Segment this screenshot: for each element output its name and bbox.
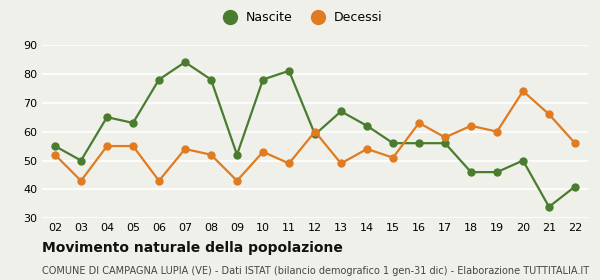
Decessi <box>77 179 85 183</box>
Nascite <box>181 60 188 64</box>
Nascite <box>364 124 371 127</box>
Nascite <box>389 141 397 145</box>
Nascite <box>208 78 215 81</box>
Nascite <box>259 78 266 81</box>
Nascite <box>493 171 500 174</box>
Nascite <box>130 121 137 125</box>
Nascite <box>155 78 163 81</box>
Decessi <box>442 136 449 139</box>
Decessi <box>103 144 110 148</box>
Decessi <box>286 162 293 165</box>
Decessi <box>52 153 59 157</box>
Nascite <box>311 133 319 136</box>
Nascite <box>286 69 293 73</box>
Nascite <box>337 110 344 113</box>
Nascite <box>103 115 110 119</box>
Decessi <box>415 121 422 125</box>
Decessi <box>389 156 397 159</box>
Decessi <box>520 89 527 93</box>
Legend: Nascite, Decessi: Nascite, Decessi <box>212 6 388 29</box>
Decessi <box>467 124 475 127</box>
Decessi <box>493 130 500 133</box>
Decessi <box>208 153 215 157</box>
Nascite <box>233 153 241 157</box>
Nascite <box>520 159 527 162</box>
Decessi <box>364 147 371 151</box>
Decessi <box>311 130 319 133</box>
Line: Nascite: Nascite <box>52 59 578 210</box>
Decessi <box>181 147 188 151</box>
Decessi <box>233 179 241 183</box>
Line: Decessi: Decessi <box>52 88 578 184</box>
Nascite <box>77 159 85 162</box>
Decessi <box>259 150 266 153</box>
Nascite <box>442 141 449 145</box>
Decessi <box>155 179 163 183</box>
Decessi <box>571 141 578 145</box>
Nascite <box>415 141 422 145</box>
Nascite <box>467 171 475 174</box>
Text: Movimento naturale della popolazione: Movimento naturale della popolazione <box>42 241 343 255</box>
Decessi <box>130 144 137 148</box>
Nascite <box>52 144 59 148</box>
Text: COMUNE DI CAMPAGNA LUPIA (VE) - Dati ISTAT (bilancio demografico 1 gen-31 dic) -: COMUNE DI CAMPAGNA LUPIA (VE) - Dati IST… <box>42 266 589 276</box>
Nascite <box>571 185 578 188</box>
Decessi <box>545 113 553 116</box>
Nascite <box>545 205 553 209</box>
Decessi <box>337 162 344 165</box>
